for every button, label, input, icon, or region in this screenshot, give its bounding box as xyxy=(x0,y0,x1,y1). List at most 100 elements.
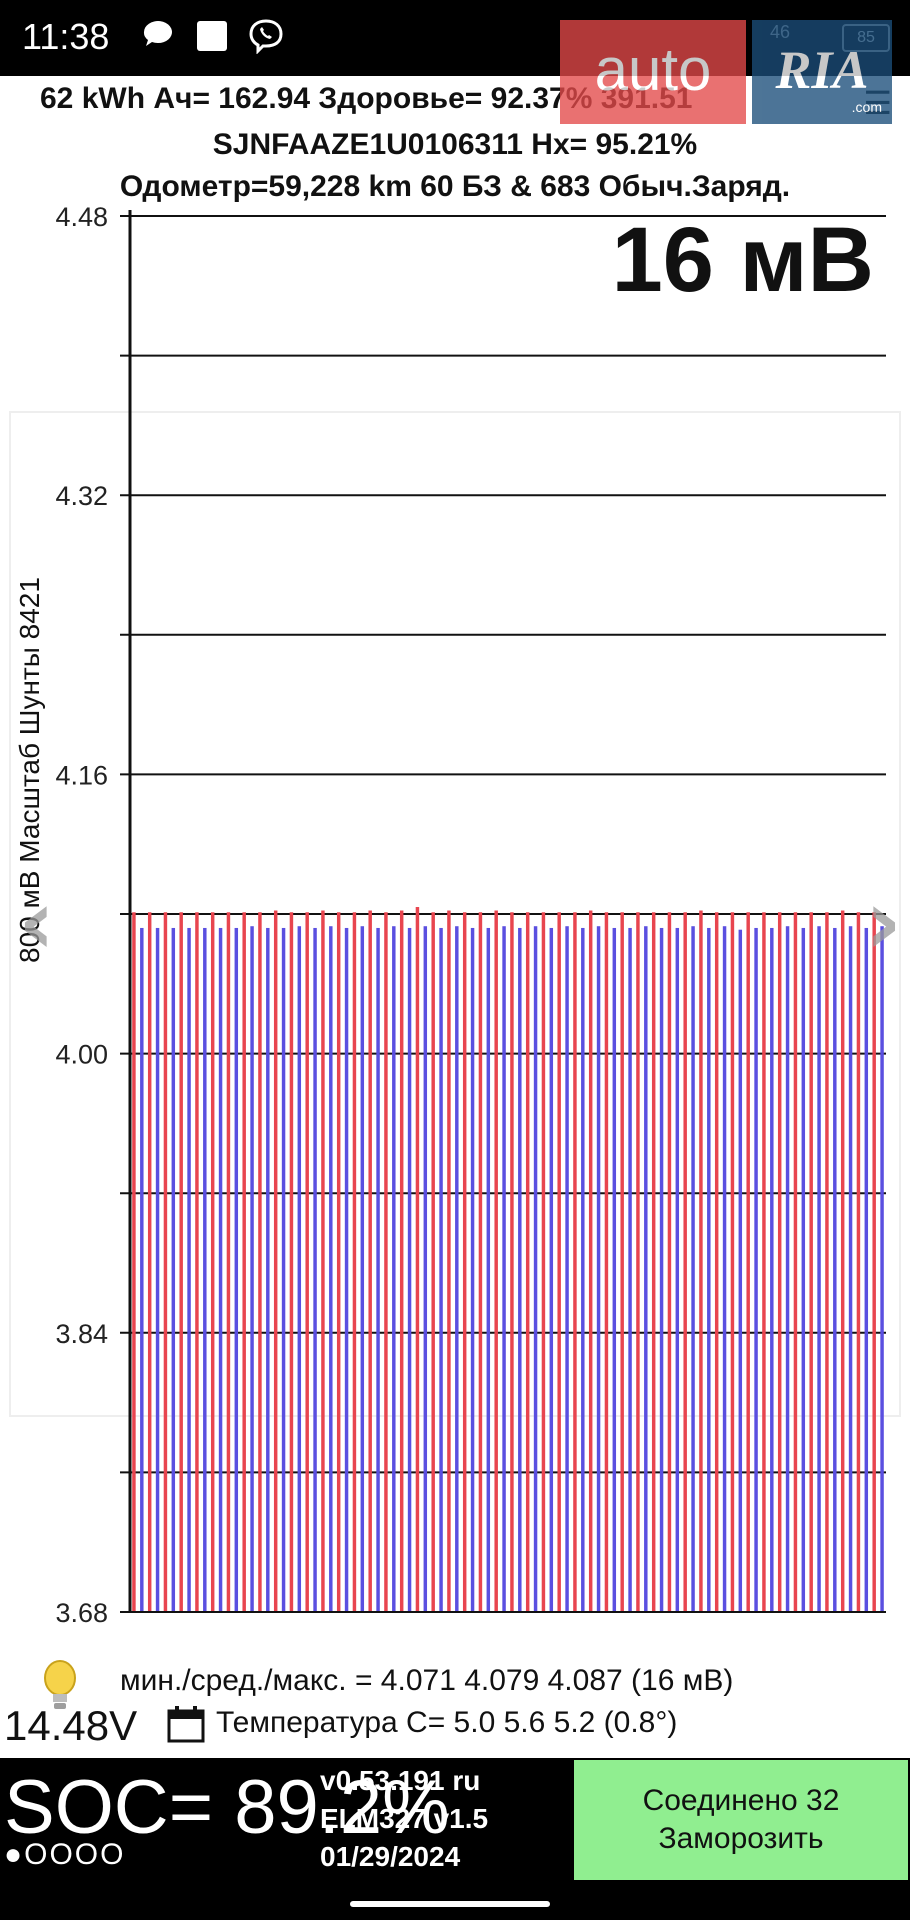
adapter-version: ELM327 v1.5 xyxy=(320,1803,489,1834)
cell-bar xyxy=(462,912,467,1612)
x-tick-label: 50 xyxy=(505,1628,535,1630)
x-tick-label: 60 xyxy=(584,1628,614,1630)
cell-bar xyxy=(336,912,341,1612)
cell-bar xyxy=(746,912,750,1612)
cell-bar xyxy=(258,912,262,1612)
soc-readout: SOC= 89.2% xyxy=(4,1765,450,1850)
cell-bar xyxy=(242,912,246,1612)
cell-bar xyxy=(218,927,223,1612)
cell-bar xyxy=(344,927,349,1612)
cell-bar xyxy=(557,912,561,1612)
cell-bar xyxy=(628,927,632,1612)
y-tick-label: 3.84 xyxy=(55,1319,108,1349)
cell-bar xyxy=(722,926,727,1612)
cell-bar xyxy=(675,927,680,1612)
previous-arrow-icon[interactable]: ‹ xyxy=(18,870,56,975)
cell-bar xyxy=(604,912,609,1612)
cell-bar xyxy=(203,927,207,1612)
cell-bar xyxy=(770,927,774,1612)
connect-freeze-button[interactable]: Соединено 32 Заморозить xyxy=(574,1760,908,1880)
cell-bar xyxy=(313,927,317,1612)
home-gesture-handle[interactable] xyxy=(350,1901,550,1907)
cell-bar xyxy=(565,926,569,1612)
y-axis-label: 800 мВ Масштаб Шунты 8421 xyxy=(14,577,45,963)
cell-bar xyxy=(864,927,869,1612)
cell-bar xyxy=(266,927,270,1612)
y-tick-label: 3.68 xyxy=(55,1598,108,1628)
cell-bar xyxy=(699,910,703,1612)
cell-bar xyxy=(738,929,743,1612)
calendar-icon[interactable] xyxy=(166,1704,206,1744)
cell-bar xyxy=(730,912,735,1612)
x-tick-label: 70 xyxy=(662,1628,692,1630)
chart-panel-backdrop xyxy=(9,411,901,1417)
cell-voltage-chart[interactable]: 4.48 4.32 4.16 4.00 3.84 3.68 1 10 20 30 40 50 60 70… xyxy=(0,200,910,1630)
header-line-vin: SJNFAAZE1U0106311 Hx= 95.21% xyxy=(212,128,698,161)
header-line-odometer: Одометр=59,228 km 60 БЗ & 683 Обыч.Заряд… xyxy=(119,170,791,203)
cell-bar xyxy=(392,926,396,1612)
session-date: 01/29/2024 xyxy=(320,1841,461,1872)
temperature-readout: Температура C= 5.0 5.6 5.2 (0.8°) xyxy=(216,1706,678,1739)
watermark-auto: auto xyxy=(560,20,746,124)
chat-bubble-icon xyxy=(143,21,172,46)
cell-bar xyxy=(785,926,790,1612)
cell-bar xyxy=(250,926,254,1612)
y-tick-label: 4.00 xyxy=(55,1040,108,1070)
x-tick-label: 20 xyxy=(269,1628,299,1630)
cell-bar xyxy=(226,912,231,1612)
cell-bar xyxy=(384,912,388,1612)
cell-bar xyxy=(644,926,648,1612)
cell-bar xyxy=(691,926,695,1612)
cell-bar xyxy=(596,926,601,1612)
cell-bar xyxy=(612,927,617,1612)
cell-bar xyxy=(352,912,357,1612)
cell-bar xyxy=(549,927,554,1612)
cell-bar xyxy=(132,912,136,1612)
cell-bar xyxy=(187,927,191,1612)
x-tick-label: 40 xyxy=(426,1628,456,1630)
cell-bar xyxy=(415,907,420,1612)
battery-12v-voltage: 14.48V xyxy=(4,1702,138,1749)
cell-bar xyxy=(502,926,506,1612)
cell-bar xyxy=(636,912,640,1612)
freeze-label: Заморозить xyxy=(658,1822,824,1855)
cell-bar xyxy=(667,912,672,1612)
cell-bar xyxy=(801,927,806,1612)
cell-bar xyxy=(793,912,798,1612)
cell-bar xyxy=(399,910,404,1612)
bulb-icon[interactable] xyxy=(40,1658,80,1714)
y-tick-label: 4.48 xyxy=(55,202,108,232)
cell-bar xyxy=(431,912,435,1612)
cell-bar xyxy=(478,912,483,1612)
cell-bar xyxy=(305,912,309,1612)
cell-bar xyxy=(273,910,278,1612)
cell-bar xyxy=(683,912,687,1612)
next-arrow-icon[interactable]: › xyxy=(864,870,902,975)
cell-bar xyxy=(407,927,412,1612)
app-version: v0.53.191 ru xyxy=(320,1765,481,1796)
cell-bar xyxy=(281,927,286,1612)
page-indicator-dots: ●OOOO xyxy=(4,1838,126,1871)
cell-bar xyxy=(872,912,876,1612)
cell-bar xyxy=(762,912,766,1612)
status-time: 11:38 xyxy=(22,16,110,57)
cell-bar xyxy=(423,926,428,1612)
cell-bar xyxy=(533,926,538,1612)
cell-bar xyxy=(809,912,813,1612)
cell-bar xyxy=(777,912,782,1612)
cell-bar xyxy=(329,926,333,1612)
cell-bar xyxy=(833,927,837,1612)
cell-bar xyxy=(321,910,325,1612)
cell-bar xyxy=(376,927,380,1612)
watermark-com: .com xyxy=(851,99,882,115)
cell-bar xyxy=(856,912,861,1612)
x-tick-label: 10 xyxy=(190,1628,220,1630)
cell-bar xyxy=(447,910,451,1612)
cell-bar xyxy=(147,912,152,1612)
x-tick-label: 80 xyxy=(741,1628,771,1630)
cell-bar xyxy=(470,927,475,1612)
cell-bar xyxy=(573,912,577,1612)
min-avg-max-readout: мин./сред./макс. = 4.071 4.079 4.087 (16… xyxy=(120,1664,734,1697)
cell-bar xyxy=(510,912,514,1612)
y-tick-label: 4.16 xyxy=(55,760,108,790)
